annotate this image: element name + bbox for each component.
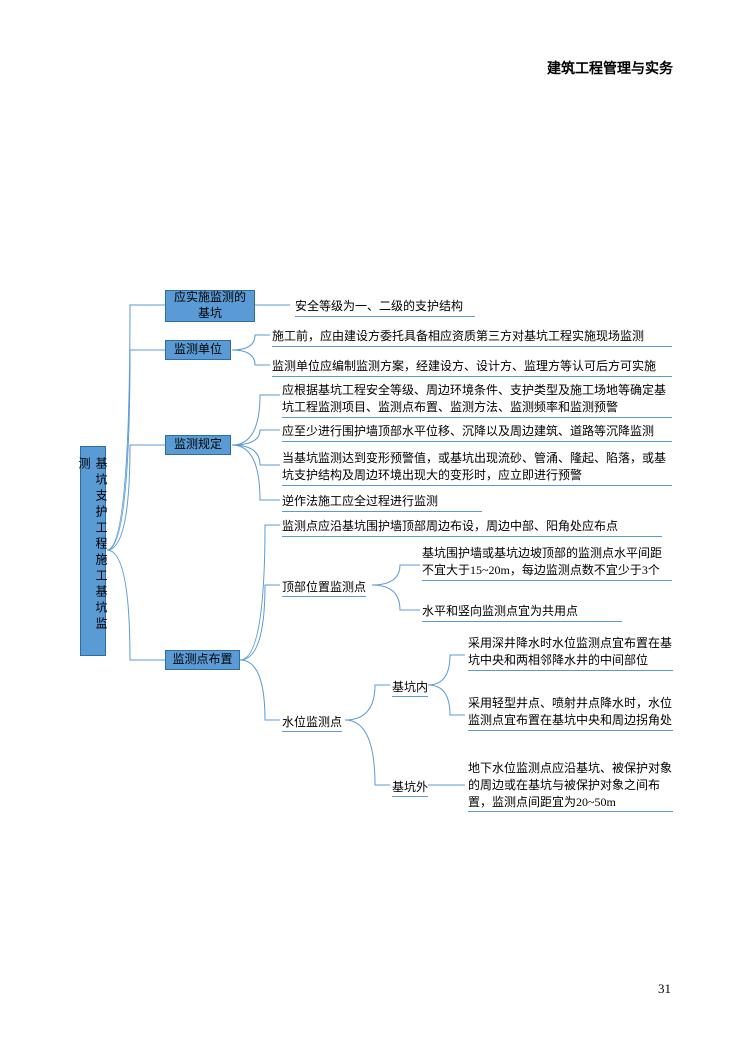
branch-b1-label: 应实施监测的基坑 bbox=[172, 290, 248, 321]
leaf-b3-l3: 当基坑监测达到变形预警值，或基坑出现流砂、管涌、隆起、陷落，或基坑支护结构及周边… bbox=[282, 450, 672, 486]
sub2-label: 水位监测点 bbox=[282, 713, 342, 732]
sub2-out-label: 基坑外 bbox=[392, 778, 428, 797]
page-header: 建筑工程管理与实务 bbox=[547, 58, 673, 78]
branch-b2-label: 监测单位 bbox=[174, 342, 222, 358]
branch-b3: 监测规定 bbox=[165, 435, 231, 455]
leaf-sub2-in-l2: 采用轻型井点、喷射井点降水时，水位监测点宜布置在基坑中央和周边拐角处 bbox=[468, 695, 673, 731]
root-label: 基坑支护工程施工基坑监测 bbox=[76, 457, 110, 645]
leaf-b2-l1: 施工前，应由建设方委托具备相应资质第三方对基坑工程实施现场监测 bbox=[272, 328, 672, 347]
root-node: 基坑支护工程施工基坑监测 bbox=[80, 446, 106, 656]
leaf-b1-l1: 安全等级为一、二级的支护结构 bbox=[295, 298, 475, 317]
leaf-b3-l1: 应根据基坑工程安全等级、周边环境条件、支护类型及施工场地等确定基坑工程监测项目、… bbox=[282, 382, 672, 418]
sub2-in-label: 基坑内 bbox=[392, 678, 428, 697]
branch-b1: 应实施监测的基坑 bbox=[165, 290, 255, 322]
leaf-sub2-out-l1: 地下水位监测点应沿基坑、被保护对象的周边或在基坑与被保护对象之间布置，监测点间距… bbox=[468, 760, 673, 812]
leaf-sub1-l2: 水平和竖向监测点宜为共用点 bbox=[422, 603, 622, 622]
branch-b3-label: 监测规定 bbox=[174, 437, 222, 453]
leaf-b3-l2: 应至少进行围护墙顶部水平位移、沉降以及周边建筑、道路等沉降监测 bbox=[282, 423, 672, 442]
branch-b4-label: 监测点布置 bbox=[172, 652, 232, 668]
branch-b2: 监测单位 bbox=[165, 340, 231, 360]
sub1-label: 顶部位置监测点 bbox=[282, 578, 366, 597]
page-number: 31 bbox=[658, 981, 671, 997]
leaf-b2-l2: 监测单位应编制监测方案，经建设方、设计方、监理方等认可后方可实施 bbox=[272, 358, 672, 377]
leaf-sub2-in-l1: 采用深井降水时水位监测点宜布置在基坑中央和两相邻降水井的中间部位 bbox=[468, 635, 673, 671]
leaf-b4-first: 监测点应沿基坑围护墙顶部周边布设，周边中部、阳角处应布点 bbox=[282, 518, 662, 537]
branch-b4: 监测点布置 bbox=[165, 650, 240, 670]
leaf-sub1-l1: 基坑围护墙或基坑边坡顶部的监测点水平间距不宜大于15~20m，每边监测点数不宜少… bbox=[422, 545, 672, 581]
leaf-b3-l4: 逆作法施工应全过程进行监测 bbox=[282, 493, 482, 512]
